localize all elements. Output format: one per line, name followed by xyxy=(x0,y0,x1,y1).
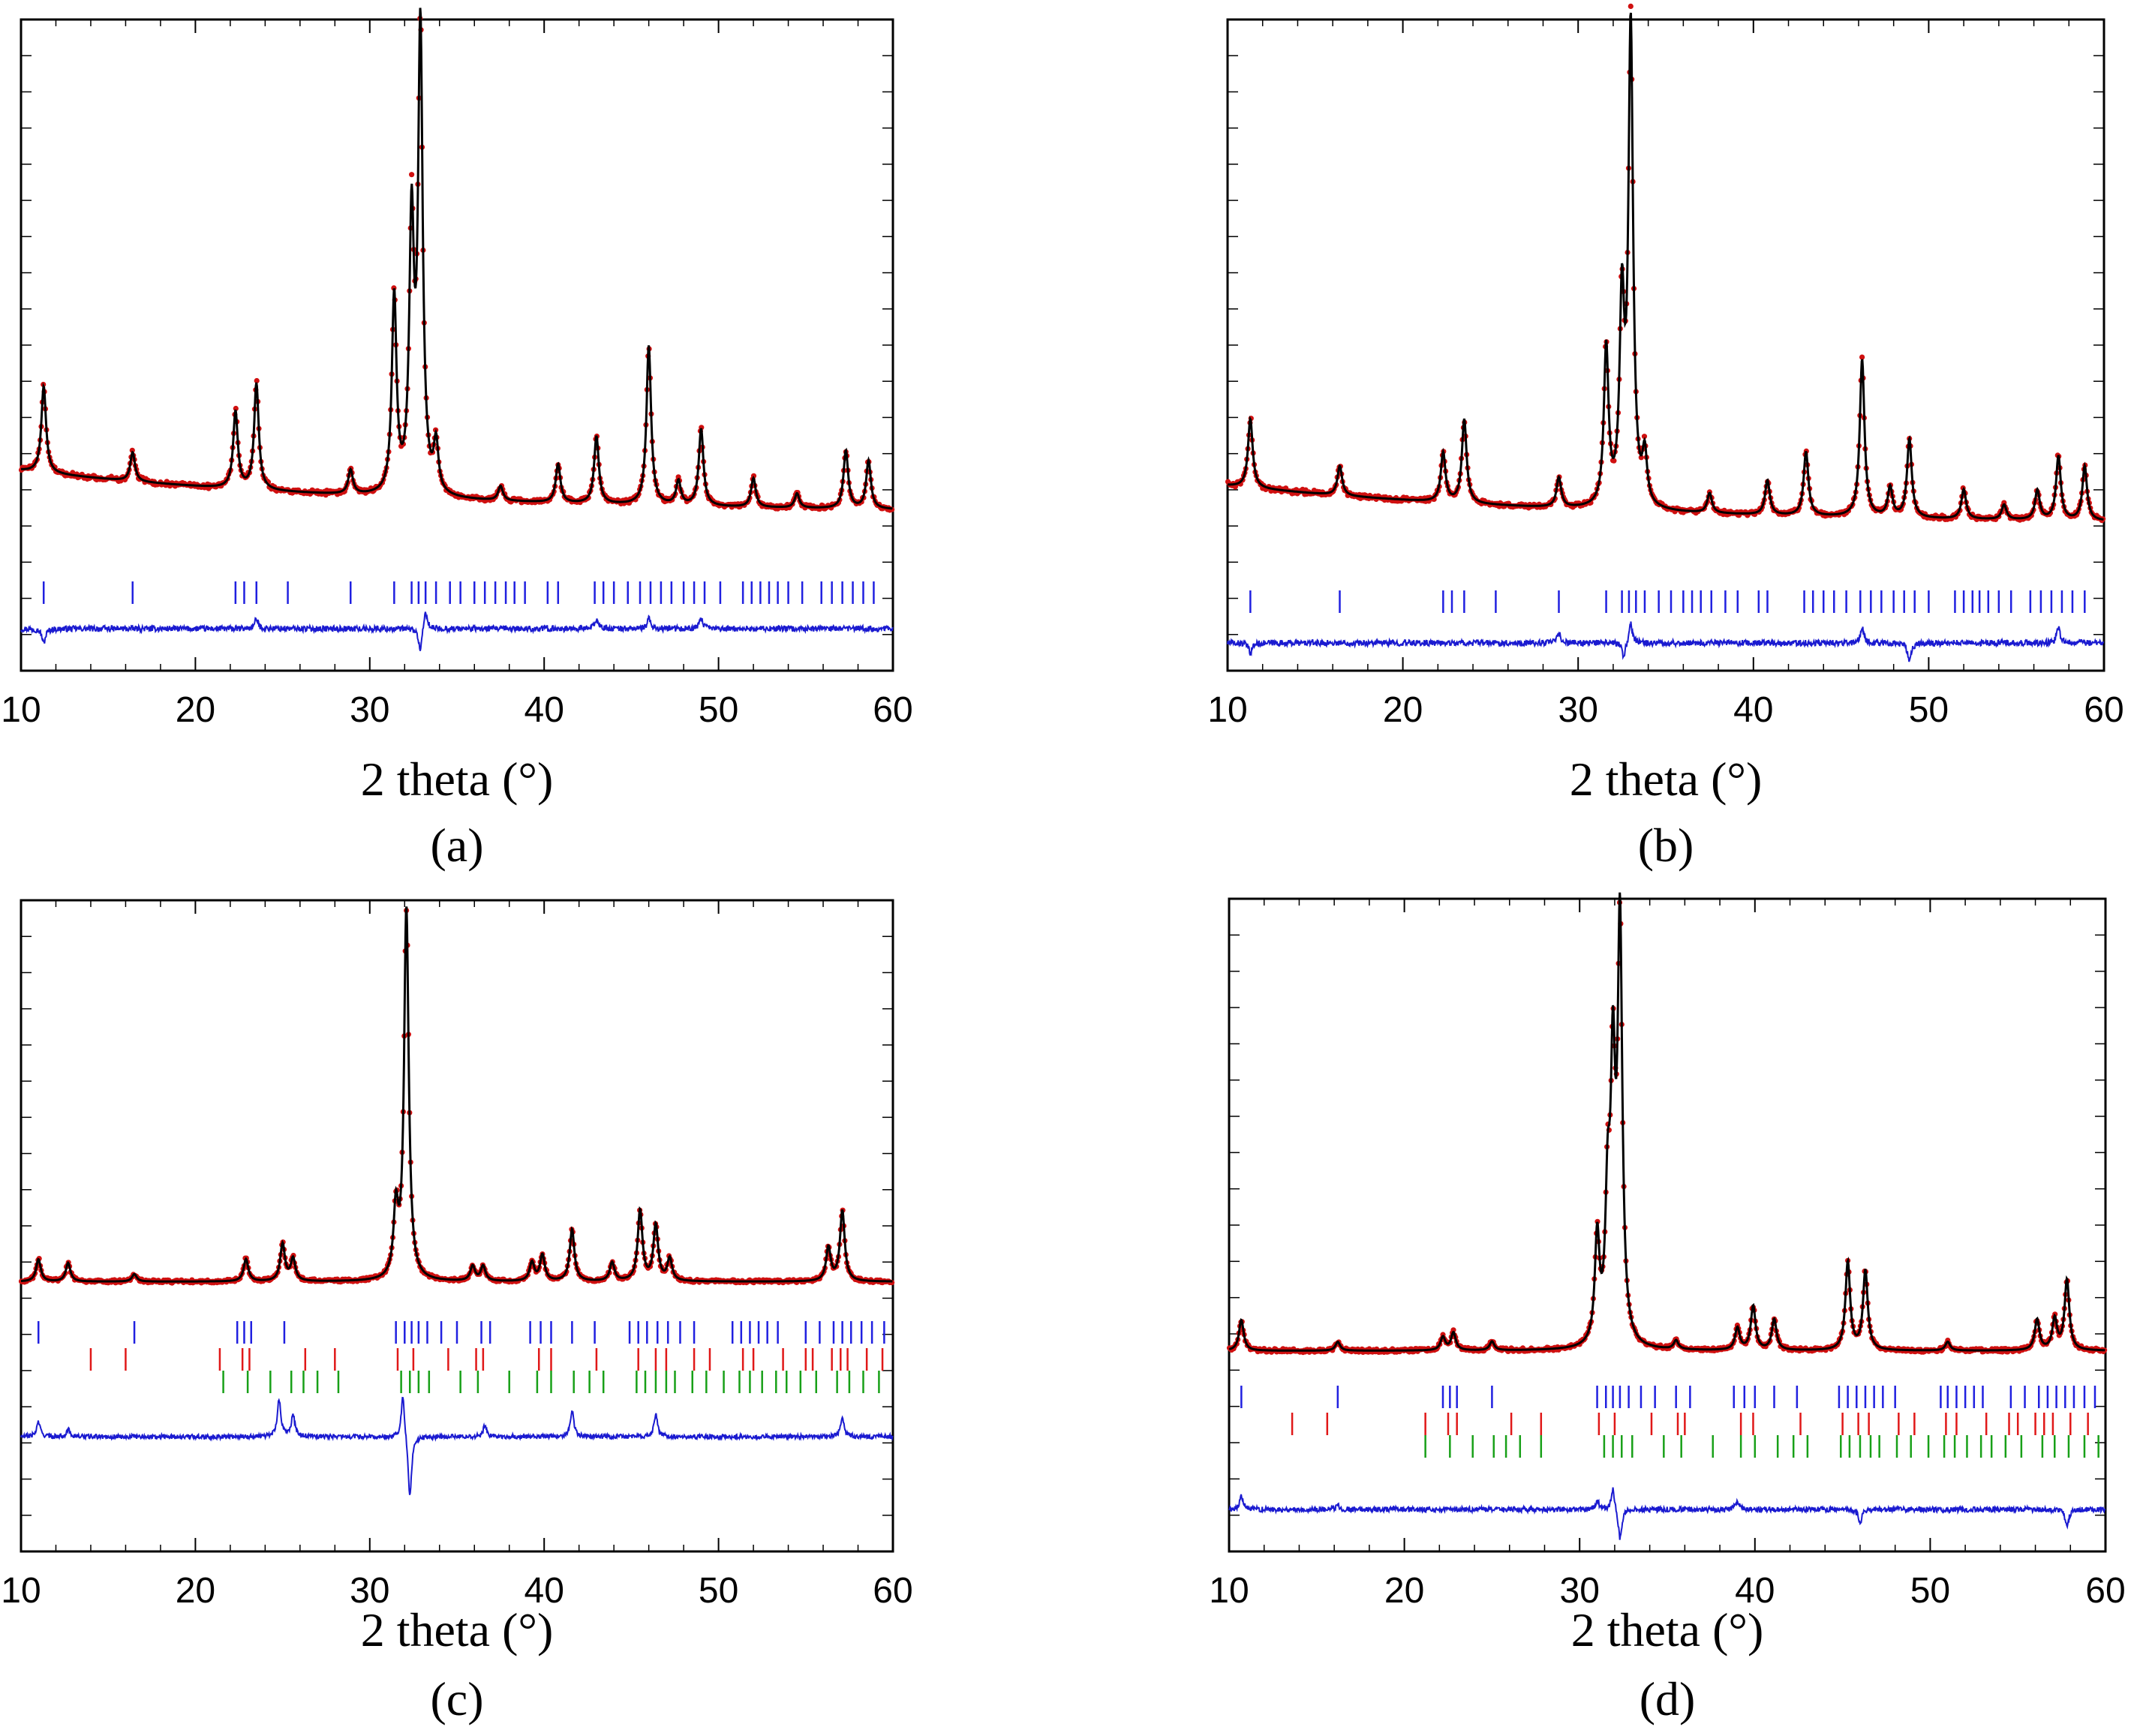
x-tick-label: 20 xyxy=(176,1571,215,1611)
bragg-markers-phase3 xyxy=(222,1371,880,1393)
x-tick-label: 50 xyxy=(1909,690,1949,730)
observed-point xyxy=(1611,458,1617,464)
x-tick-label: 40 xyxy=(1733,690,1773,730)
x-tick-label: 30 xyxy=(1558,690,1598,730)
observed-point xyxy=(1641,434,1648,440)
bragg-markers-phase1 xyxy=(1249,590,2086,613)
calculated-line xyxy=(1228,12,2104,521)
bragg-markers-phase2 xyxy=(1291,1413,2089,1435)
difference-line xyxy=(1228,1487,2106,1540)
x-tick-label: 30 xyxy=(350,690,389,730)
calculated-line xyxy=(21,906,893,1283)
x-tick-label: 60 xyxy=(2084,690,2123,730)
x-tick-label: 40 xyxy=(524,1571,564,1611)
plot-frame xyxy=(20,899,894,1553)
observed-series xyxy=(18,908,895,1286)
bragg-markers-phase3 xyxy=(1424,1435,2099,1458)
x-tick-label: 50 xyxy=(1910,1571,1950,1611)
observed-series xyxy=(18,16,895,513)
bragg-markers-phase1 xyxy=(37,1321,885,1344)
panel-caption: (d) xyxy=(1640,1672,1696,1725)
calculated-line xyxy=(21,8,893,510)
x-tick-label: 20 xyxy=(176,690,215,730)
chart-svg-a: 10 20 30 40 50 60 2 theta (°) (a) xyxy=(1,8,913,872)
bragg-markers-phase1 xyxy=(42,581,875,604)
panel-caption: (b) xyxy=(1638,818,1694,872)
x-tick-label: 50 xyxy=(699,1571,738,1611)
x-tick-label: 30 xyxy=(1560,1571,1600,1611)
plot-frame xyxy=(1226,18,2105,672)
x-tick-label: 10 xyxy=(1,690,41,730)
panel-caption: (c) xyxy=(430,1672,483,1725)
x-axis-label: 2 theta (°) xyxy=(361,1603,554,1656)
observed-series xyxy=(1225,3,2106,524)
x-tick-label: 60 xyxy=(873,690,912,730)
x-tick-label: 60 xyxy=(873,1571,912,1611)
x-tick-label: 10 xyxy=(1209,1571,1249,1611)
x-tick-label: 40 xyxy=(1735,1571,1775,1611)
observed-point xyxy=(1859,354,1865,360)
panel-caption: (a) xyxy=(430,818,483,872)
x-tick-label: 40 xyxy=(524,690,564,730)
difference-line xyxy=(1227,621,2105,662)
chart-panel-b: 10 20 30 40 50 60 2 theta (°) (b) xyxy=(1207,0,2146,878)
calculated-line xyxy=(1228,892,2105,1352)
observed-point xyxy=(750,473,757,479)
x-axis-label: 2 theta (°) xyxy=(1570,752,1763,806)
x-tick-label: 20 xyxy=(1383,690,1423,730)
x-tick-label: 60 xyxy=(2085,1571,2125,1611)
observed-point xyxy=(254,377,260,384)
plot-frame xyxy=(20,18,894,672)
bragg-markers-phase1 xyxy=(1240,1386,2096,1408)
x-axis-label: 2 theta (°) xyxy=(361,752,554,806)
x-axis-label: 2 theta (°) xyxy=(1571,1603,1764,1656)
observed-series xyxy=(1226,900,2108,1356)
chart-svg-d: 10 20 30 40 50 60 2 theta (°) (d) xyxy=(1209,892,2126,1725)
x-tick-label: 10 xyxy=(1,1571,41,1611)
observed-point xyxy=(1638,455,1644,461)
observed-point xyxy=(129,447,135,453)
observed-point xyxy=(1628,3,1634,9)
chart-panel-a: 10 20 30 40 50 60 2 theta (°) (a) xyxy=(0,0,975,878)
x-tick-label: 50 xyxy=(699,690,738,730)
chart-svg-c: 10 20 30 40 50 60 2 theta (°) (c) xyxy=(1,899,913,1725)
chart-svg-b: 10 20 30 40 50 60 2 theta (°) (b) xyxy=(1207,3,2124,872)
chart-panel-d: 10 20 30 40 50 60 2 theta (°) (d) xyxy=(1208,878,2146,1736)
x-tick-label: 30 xyxy=(350,1571,389,1611)
difference-line xyxy=(20,1396,894,1495)
x-tick-label: 20 xyxy=(1384,1571,1424,1611)
chart-panel-c: 10 20 30 40 50 60 2 theta (°) (c) xyxy=(0,878,975,1736)
difference-line xyxy=(20,611,894,651)
observed-point xyxy=(409,172,415,178)
plot-frame xyxy=(1228,897,2107,1553)
x-tick-label: 10 xyxy=(1207,690,1247,730)
bragg-markers-phase2 xyxy=(89,1348,884,1371)
